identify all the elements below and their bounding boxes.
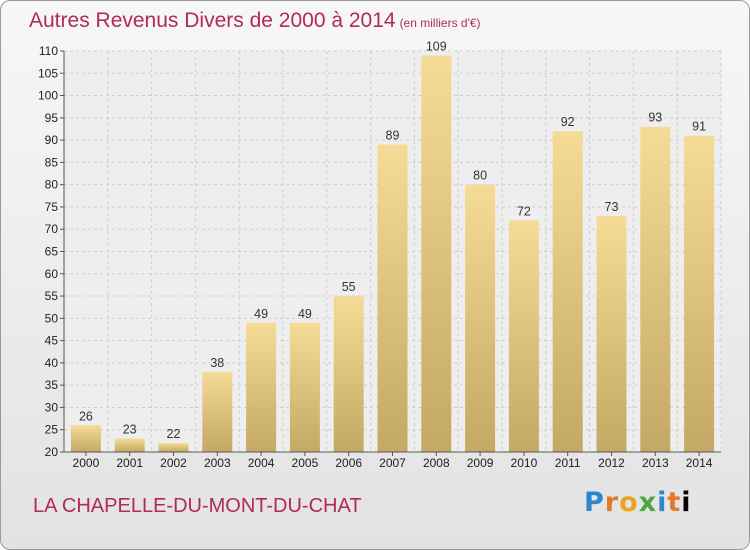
data-label: 38 bbox=[210, 356, 224, 370]
x-tick-label: 2003 bbox=[204, 456, 231, 470]
y-tick-label: 60 bbox=[45, 267, 59, 281]
data-label: 23 bbox=[123, 423, 137, 437]
y-tick-label: 90 bbox=[45, 133, 59, 147]
bar bbox=[465, 184, 496, 452]
bar bbox=[333, 296, 364, 452]
y-tick-label: 55 bbox=[45, 289, 59, 303]
x-tick-label: 2012 bbox=[598, 456, 625, 470]
data-label: 49 bbox=[298, 307, 312, 321]
logo-letter: i bbox=[657, 487, 668, 518]
bar bbox=[289, 322, 320, 452]
bar bbox=[596, 215, 627, 452]
x-tick-label: 2005 bbox=[292, 456, 319, 470]
x-tick-label: 2004 bbox=[248, 456, 275, 470]
data-label: 72 bbox=[517, 204, 531, 218]
data-label: 26 bbox=[79, 409, 93, 423]
title-text: Autres Revenus Divers de 2000 à 2014 bbox=[29, 9, 396, 32]
logo-letter: i bbox=[681, 487, 692, 518]
bar bbox=[70, 425, 101, 452]
data-label: 109 bbox=[426, 39, 447, 53]
data-label: 93 bbox=[648, 111, 662, 125]
bar bbox=[246, 322, 277, 452]
data-label: 55 bbox=[342, 280, 356, 294]
y-tick-label: 75 bbox=[45, 200, 59, 214]
y-tick-label: 110 bbox=[39, 44, 58, 58]
bar bbox=[684, 135, 715, 452]
y-tick-label: 100 bbox=[38, 89, 58, 103]
logo-letter: x bbox=[638, 487, 658, 518]
logo-letter: r bbox=[604, 487, 620, 518]
x-tick-label: 2011 bbox=[555, 456, 581, 470]
x-tick-label: 2013 bbox=[642, 456, 669, 470]
x-tick-label: 2002 bbox=[160, 456, 187, 470]
proxiti-logo: Proxiti bbox=[584, 487, 692, 518]
logo-letter: o bbox=[619, 487, 639, 518]
y-tick-label: 45 bbox=[45, 334, 59, 348]
x-tick-label: 2010 bbox=[511, 456, 538, 470]
x-tick-label: 2009 bbox=[467, 456, 494, 470]
bar bbox=[202, 371, 233, 452]
y-tick-label: 95 bbox=[45, 111, 59, 125]
x-tick-label: 2006 bbox=[335, 456, 362, 470]
chart-title: Autres Revenus Divers de 2000 à 2014 (en … bbox=[29, 9, 481, 33]
y-tick-label: 85 bbox=[45, 155, 59, 169]
data-label: 92 bbox=[561, 115, 575, 129]
data-label: 80 bbox=[473, 169, 487, 183]
x-tick-label: 2000 bbox=[73, 456, 100, 470]
y-tick-label: 25 bbox=[45, 423, 59, 437]
bar bbox=[114, 438, 145, 452]
unit-label: (en milliers d'€) bbox=[399, 16, 481, 30]
y-tick-label: 80 bbox=[45, 178, 59, 192]
x-tick-label: 2008 bbox=[423, 456, 450, 470]
x-tick-label: 2001 bbox=[116, 456, 143, 470]
data-label: 89 bbox=[386, 129, 400, 143]
logo-letter: t bbox=[667, 487, 682, 518]
data-label: 22 bbox=[167, 427, 181, 441]
y-tick-label: 50 bbox=[45, 311, 59, 325]
x-tick-label: 2014 bbox=[686, 456, 713, 470]
data-label: 49 bbox=[254, 307, 268, 321]
bar bbox=[508, 220, 539, 452]
y-tick-label: 30 bbox=[45, 400, 59, 414]
bar bbox=[377, 144, 408, 453]
bar bbox=[552, 131, 583, 452]
logo-letter: P bbox=[584, 487, 605, 518]
data-label: 73 bbox=[605, 200, 619, 214]
y-tick-label: 40 bbox=[45, 356, 59, 370]
y-tick-label: 70 bbox=[45, 222, 59, 236]
bar bbox=[421, 55, 452, 452]
y-tick-label: 65 bbox=[45, 245, 59, 259]
bar bbox=[158, 443, 189, 452]
y-tick-label: 105 bbox=[38, 66, 58, 80]
bar bbox=[640, 126, 671, 452]
y-tick-label: 20 bbox=[45, 445, 59, 459]
x-tick-label: 2007 bbox=[379, 456, 406, 470]
y-tick-label: 35 bbox=[45, 378, 59, 392]
place-name: LA CHAPELLE-DU-MONT-DU-CHAT bbox=[33, 495, 362, 517]
data-label: 91 bbox=[692, 120, 706, 134]
